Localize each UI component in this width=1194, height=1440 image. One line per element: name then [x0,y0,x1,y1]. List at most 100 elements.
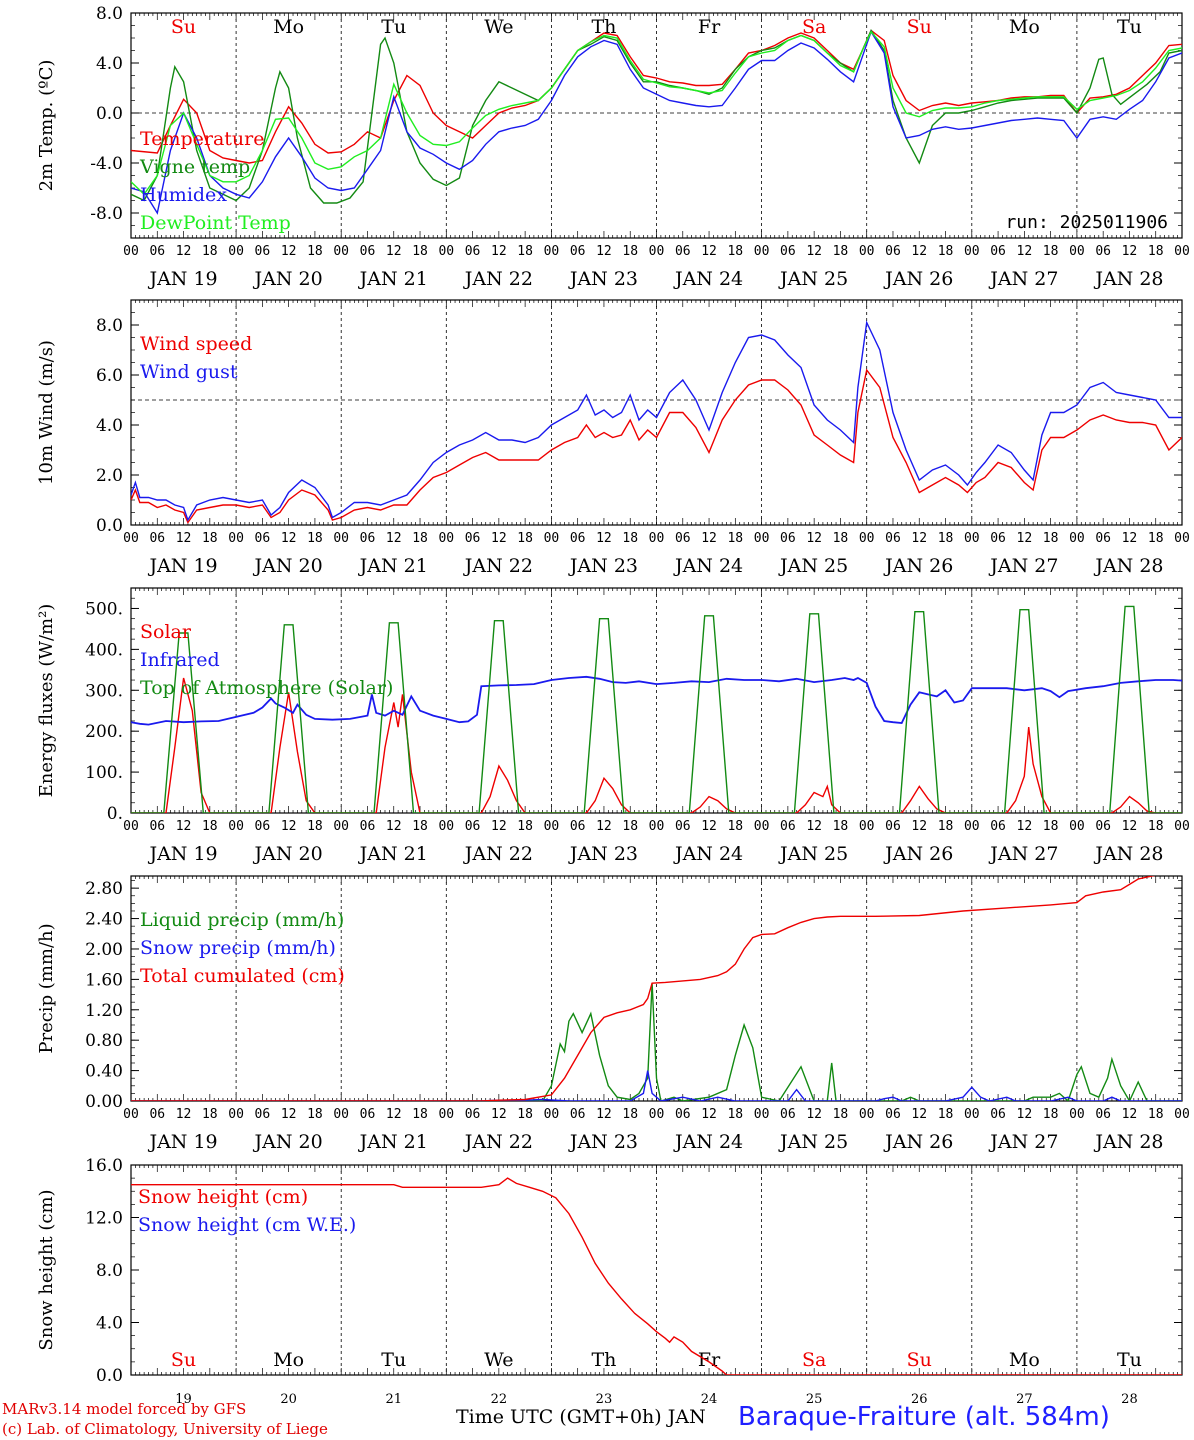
date-label: JAN 21 [358,1131,428,1153]
hour-tick-label: 00 [438,819,454,834]
hour-tick-label: 18 [1043,244,1059,259]
hour-tick-label: 06 [360,1107,376,1122]
hour-tick-label: 12 [386,1107,402,1122]
hour-tick-label: 06 [149,244,165,259]
y-tick-label: 100. [85,763,123,783]
hour-tick-label: 18 [938,531,954,546]
hour-tick-label: 18 [833,819,849,834]
hour-tick-label: 12 [281,1107,297,1122]
hour-tick-label: 12 [491,819,507,834]
hour-tick-label: 00 [544,819,560,834]
hour-tick-label: 00 [438,531,454,546]
weekday-label: Su [171,16,196,38]
weekday-label: Tu [381,1349,406,1371]
hour-tick-label: 12 [1122,1107,1138,1122]
hour-tick-label: 18 [727,1107,743,1122]
hour-tick-label: 12 [1122,531,1138,546]
y-tick-label: 500. [85,599,123,619]
hour-tick-label: 12 [281,531,297,546]
date-label: JAN 20 [253,1131,323,1153]
hour-tick-label: 00 [1174,1107,1190,1122]
hour-tick-label: 00 [228,819,244,834]
hour-tick-label: 06 [255,819,271,834]
date-label: JAN 19 [147,555,217,577]
weekday-label: Mo [273,1349,304,1371]
hour-tick-label: 12 [176,819,192,834]
station-name: Baraque-Fraiture (alt. 584m) [738,1402,1110,1432]
y-tick-label: 4.0 [96,54,123,74]
legend-entry: Vigne temp [139,156,250,178]
panel-frame [130,587,1183,814]
legend-entry: Total cumulated (cm) [140,965,345,987]
hour-tick-label: 18 [938,244,954,259]
hour-tick-label: 18 [1043,819,1059,834]
hour-tick-label: 12 [911,244,927,259]
hour-tick-label: 06 [255,531,271,546]
y-tick-label: 0. [107,804,123,824]
hour-tick-label: 00 [333,244,349,259]
hour-tick-label: 00 [333,531,349,546]
hour-tick-label: 12 [701,244,717,259]
hour-tick-label: 12 [806,819,822,834]
hour-tick-label: 06 [885,244,901,259]
hour-tick-label: 12 [281,244,297,259]
hour-tick-label: 06 [1095,819,1111,834]
hour-tick-label: 12 [596,819,612,834]
hour-tick-label: 00 [1174,819,1190,834]
hour-tick-label: 06 [990,819,1006,834]
hour-tick-label: 00 [1069,531,1085,546]
panel-frame [130,12,1183,239]
series-line-humidex [131,30,1182,215]
date-label: JAN 27 [988,555,1058,577]
hour-tick-label: 06 [570,1107,586,1122]
hour-tick-label: 00 [1069,819,1085,834]
date-label: JAN 25 [778,843,848,865]
y-tick-label: 0.80 [85,1031,123,1051]
date-label: JAN 25 [778,268,848,290]
series-line-infrared [131,675,1182,726]
hour-tick-label: 18 [202,819,218,834]
y-tick-label: 200. [85,722,123,742]
weekday-label: Mo [1009,1349,1040,1371]
y-tick-label: 2.40 [85,910,123,930]
hour-tick-label: 06 [149,1107,165,1122]
hour-tick-label: 18 [622,531,638,546]
hour-tick-label: 12 [701,819,717,834]
date-label: JAN 25 [778,1131,848,1153]
hour-tick-label: 18 [517,819,533,834]
hour-tick-label: 12 [386,531,402,546]
date-label: JAN 28 [1093,268,1163,290]
hour-tick-label: 18 [1148,244,1164,259]
y-tick-label: -8.0 [90,204,123,224]
hour-tick-label: 00 [964,1107,980,1122]
day-number-label: 28 [1121,1392,1138,1407]
hour-tick-label: 12 [281,819,297,834]
y-axis-label: Energy fluxes (W/m²) [36,604,57,798]
hour-tick-label: 12 [701,1107,717,1122]
hour-tick-label: 06 [885,1107,901,1122]
hour-tick-label: 00 [859,244,875,259]
date-label: JAN 23 [568,268,638,290]
hour-tick-label: 12 [806,244,822,259]
hour-tick-label: 00 [649,244,665,259]
series-line-wind-speed [131,368,1182,524]
hour-tick-label: 06 [360,531,376,546]
hour-tick-label: 00 [964,531,980,546]
day-number-label: 27 [1016,1392,1033,1407]
credit-line-1: MARv3.14 model forced by GFS [2,1400,247,1418]
hour-tick-label: 18 [307,1107,323,1122]
hour-tick-label: 00 [1174,531,1190,546]
date-label: JAN 19 [147,268,217,290]
weekday-label: Su [907,1349,932,1371]
y-axis-label: Snow height (cm) [36,1189,57,1350]
hour-tick-label: 00 [544,244,560,259]
hour-tick-label: 06 [780,531,796,546]
series-line-liquid-precip-mm-h- [131,983,1182,1101]
hour-tick-label: 00 [859,531,875,546]
hour-tick-label: 06 [570,531,586,546]
date-label: JAN 27 [988,268,1058,290]
hour-tick-label: 12 [176,531,192,546]
hour-tick-label: 18 [1148,819,1164,834]
weekday-label: Tu [1117,16,1142,38]
day-number-label: 23 [596,1392,613,1407]
